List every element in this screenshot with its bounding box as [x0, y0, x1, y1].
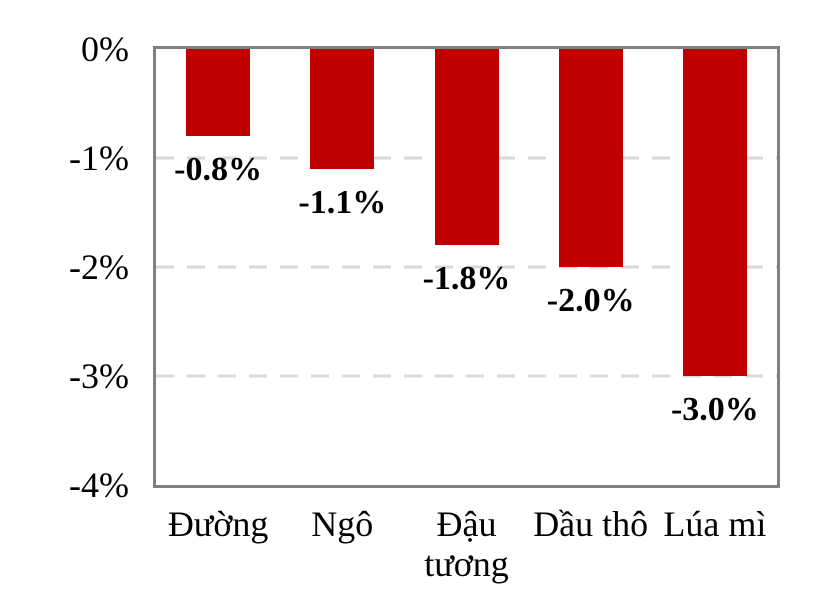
x-category-label: Dầu thô [533, 504, 649, 544]
bar-data-label: -2.0% [546, 282, 635, 319]
y-tick-label: -3% [69, 356, 129, 396]
bar [682, 49, 747, 376]
bar [310, 49, 375, 169]
y-tick-label: -1% [69, 138, 129, 178]
bar-data-label: -3.0% [670, 391, 759, 428]
x-category-label: Đường [167, 504, 269, 544]
bar-data-label: -1.1% [298, 183, 387, 221]
gridline [156, 374, 777, 378]
plot-area: -0.8% -1.1% -1.8% -2.0% -3.0% [153, 46, 780, 488]
x-category-label: Đậu tương [424, 504, 509, 585]
bar-data-label: -0.8% [174, 151, 263, 189]
x-category-label: Ngô [311, 504, 374, 544]
y-tick-label: -4% [69, 465, 129, 505]
bar-data-label: -1.8% [422, 260, 511, 298]
bar [434, 49, 499, 246]
x-category-label: Lúa mì [663, 504, 767, 544]
y-tick-label: 0% [81, 29, 129, 69]
bar [186, 49, 251, 137]
gridline [156, 265, 777, 269]
y-tick-label: -2% [69, 247, 129, 287]
bar [558, 49, 623, 267]
